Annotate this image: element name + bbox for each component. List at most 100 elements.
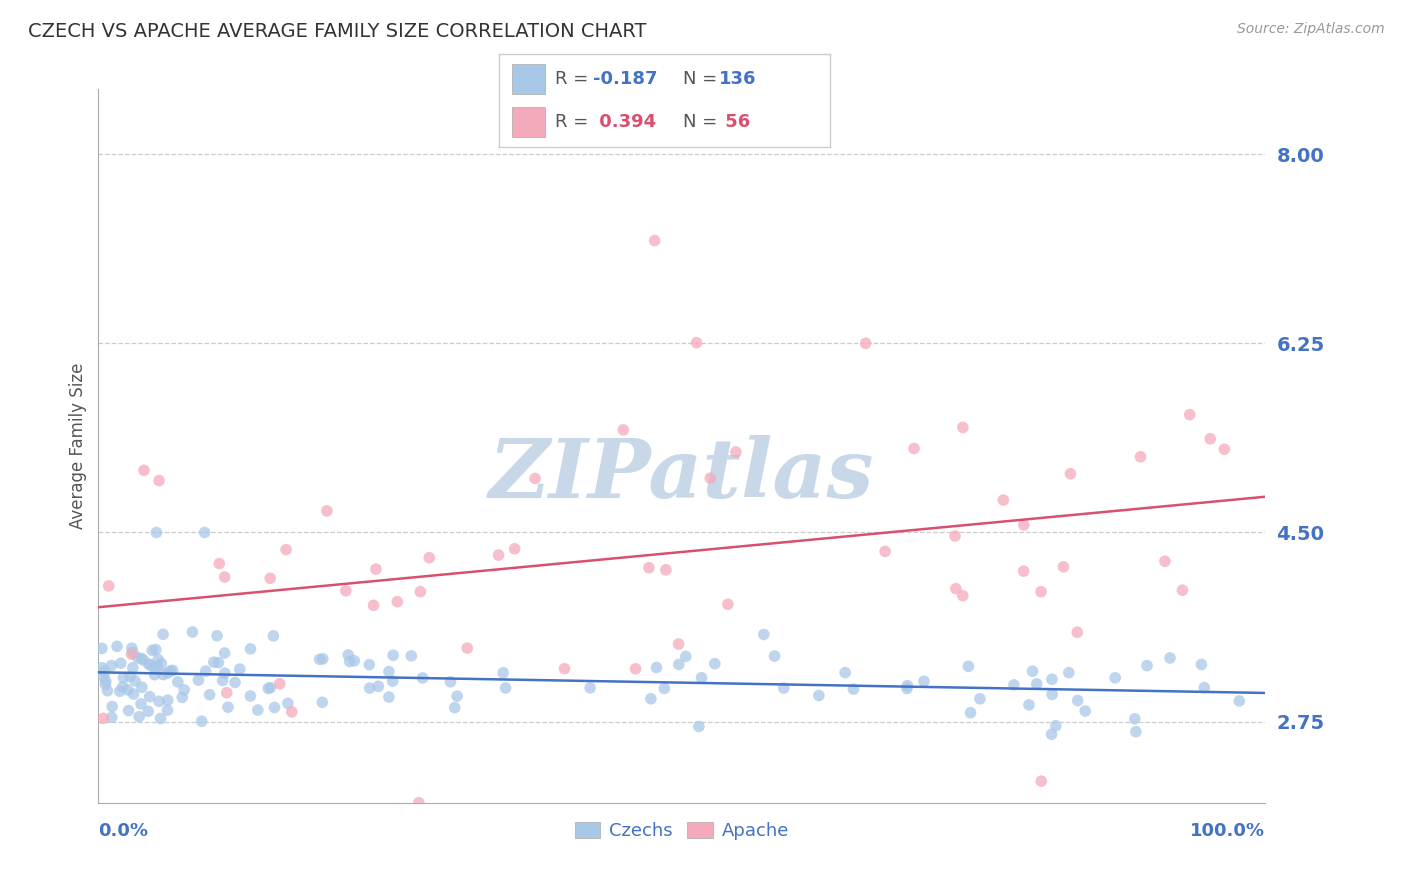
Point [896, 681, 918, 696]
Point [120, 669, 142, 683]
Point [339, 655, 361, 669]
Point [993, 493, 1015, 508]
Point [138, 690, 160, 704]
Point [141, 643, 163, 657]
Point [128, 710, 150, 724]
Point [215, 686, 238, 700]
Point [131, 651, 153, 665]
Point [138, 657, 160, 671]
Point [912, 674, 935, 689]
Point [1018, 698, 1040, 712]
Point [412, 671, 434, 685]
Point [259, 571, 281, 585]
Text: CZECH VS APACHE AVERAGE FAMILY SIZE CORRELATION CHART: CZECH VS APACHE AVERAGE FAMILY SIZE CORR… [28, 22, 647, 41]
Point [579, 681, 602, 695]
Bar [512, 64, 546, 94]
Point [381, 674, 404, 689]
Point [690, 671, 713, 685]
Point [1104, 671, 1126, 685]
Point [1040, 673, 1063, 687]
Point [129, 697, 152, 711]
Point [1021, 664, 1043, 678]
Point [655, 563, 678, 577]
Point [503, 541, 526, 556]
Point [217, 700, 239, 714]
Point [308, 652, 330, 666]
Point [156, 693, 179, 707]
Point [418, 550, 440, 565]
Point [205, 629, 228, 643]
Point [105, 640, 128, 654]
Point [1066, 693, 1088, 707]
Text: N =: N = [682, 113, 723, 131]
Point [699, 471, 721, 485]
Point [382, 648, 405, 663]
Text: R =: R = [555, 70, 595, 87]
Point [152, 627, 174, 641]
Point [668, 657, 690, 672]
Text: 136: 136 [718, 70, 756, 87]
Point [363, 599, 385, 613]
Point [1227, 694, 1250, 708]
Point [132, 653, 155, 667]
Legend: Czechs, Apache: Czechs, Apache [568, 814, 796, 847]
Point [675, 649, 697, 664]
Point [312, 652, 335, 666]
Point [959, 706, 981, 720]
Point [752, 627, 775, 641]
Point [1171, 583, 1194, 598]
Text: R =: R = [555, 113, 595, 131]
Point [364, 562, 387, 576]
Point [224, 675, 246, 690]
Point [173, 682, 195, 697]
Point [842, 682, 865, 697]
Point [246, 703, 269, 717]
Point [1159, 651, 1181, 665]
Point [612, 423, 634, 437]
Point [100, 710, 122, 724]
Point [367, 679, 389, 693]
Point [193, 525, 215, 540]
Point [121, 641, 143, 656]
Point [772, 681, 794, 695]
Point [124, 673, 146, 688]
Point [896, 679, 918, 693]
Point [143, 667, 166, 681]
Point [763, 648, 786, 663]
Point [136, 704, 159, 718]
Point [952, 420, 974, 434]
Point [488, 548, 510, 562]
Point [146, 652, 169, 666]
Point [443, 700, 465, 714]
Point [214, 570, 236, 584]
Point [1031, 774, 1053, 789]
Y-axis label: Average Family Size: Average Family Size [69, 363, 87, 529]
Point [1066, 625, 1088, 640]
Point [94, 674, 117, 689]
Point [957, 659, 980, 673]
Point [239, 641, 262, 656]
Point [194, 664, 217, 678]
Point [703, 657, 725, 671]
Point [1045, 719, 1067, 733]
Point [152, 667, 174, 681]
Point [156, 666, 179, 681]
Point [111, 680, 134, 694]
Point [93, 669, 115, 683]
Point [187, 673, 209, 687]
Point [1194, 681, 1216, 695]
Text: 56: 56 [718, 113, 751, 131]
Point [640, 691, 662, 706]
Point [97, 579, 120, 593]
Point [263, 700, 285, 714]
Point [378, 665, 401, 679]
Text: 0.0%: 0.0% [98, 822, 149, 840]
Point [1040, 727, 1063, 741]
Point [834, 665, 856, 680]
Text: N =: N = [682, 70, 723, 87]
Point [259, 681, 281, 695]
Point [492, 665, 515, 680]
Point [101, 699, 124, 714]
Point [378, 690, 401, 704]
Point [645, 660, 668, 674]
